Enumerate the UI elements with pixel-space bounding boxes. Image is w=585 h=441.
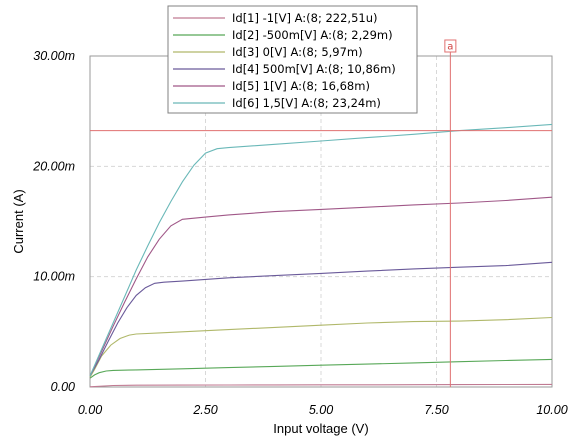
x-tick-label: 5.00 xyxy=(309,403,333,417)
legend-entry-6: Id[6] 1,5[V] A:(8; 23,24m) xyxy=(232,96,381,110)
y-axis-title: Current (A) xyxy=(11,189,26,253)
x-axis-title: Input voltage (V) xyxy=(273,421,368,436)
legend-entry-1: Id[1] -1[V] A:(8; 222,51u) xyxy=(232,11,378,25)
legend-box xyxy=(167,5,418,114)
legend: Id[1] -1[V] A:(8; 222,51u) Id[2] -500m[V]… xyxy=(167,5,418,114)
cursor-layer: a xyxy=(90,39,552,387)
legend-entry-4: Id[4] 500m[V] A:(8; 10,86m) xyxy=(232,62,396,76)
series-line-3 xyxy=(89,316,553,378)
x-tick-label: 2.50 xyxy=(192,403,217,417)
series-line-6 xyxy=(89,123,553,377)
cursor-marker-box[interactable] xyxy=(444,39,457,53)
y-tick-label: 10.00m xyxy=(33,270,75,284)
x-tick-label: 7.50 xyxy=(424,403,448,417)
series-line-1 xyxy=(89,383,553,388)
cursor-marker-label: a xyxy=(447,42,453,53)
y-tick-label: 30.00m xyxy=(33,49,75,63)
legend-entry-3: Id[3] 0[V] A:(8; 5,97m) xyxy=(232,45,363,59)
series-line-2 xyxy=(89,358,553,379)
x-tick-label: 10.00 xyxy=(536,403,567,417)
y-tick-label: 0.00 xyxy=(51,380,75,394)
series-layer xyxy=(89,123,553,388)
x-tick-label: 0.00 xyxy=(78,403,102,417)
x-axis-ticks: 0.00 2.50 5.00 7.50 10.00 xyxy=(78,403,568,417)
y-axis-ticks: 0.00 10.00m 20.00m 30.00m xyxy=(32,49,75,394)
legend-entry-2: Id[2] -500m[V] A:(8; 2,29m) xyxy=(232,28,393,42)
legend-entry-5: Id[5] 1[V] A:(8; 16,68m) xyxy=(232,79,370,93)
y-tick-label: 20.00m xyxy=(32,159,75,173)
series-line-5 xyxy=(89,196,553,377)
series-line-4 xyxy=(89,261,553,377)
